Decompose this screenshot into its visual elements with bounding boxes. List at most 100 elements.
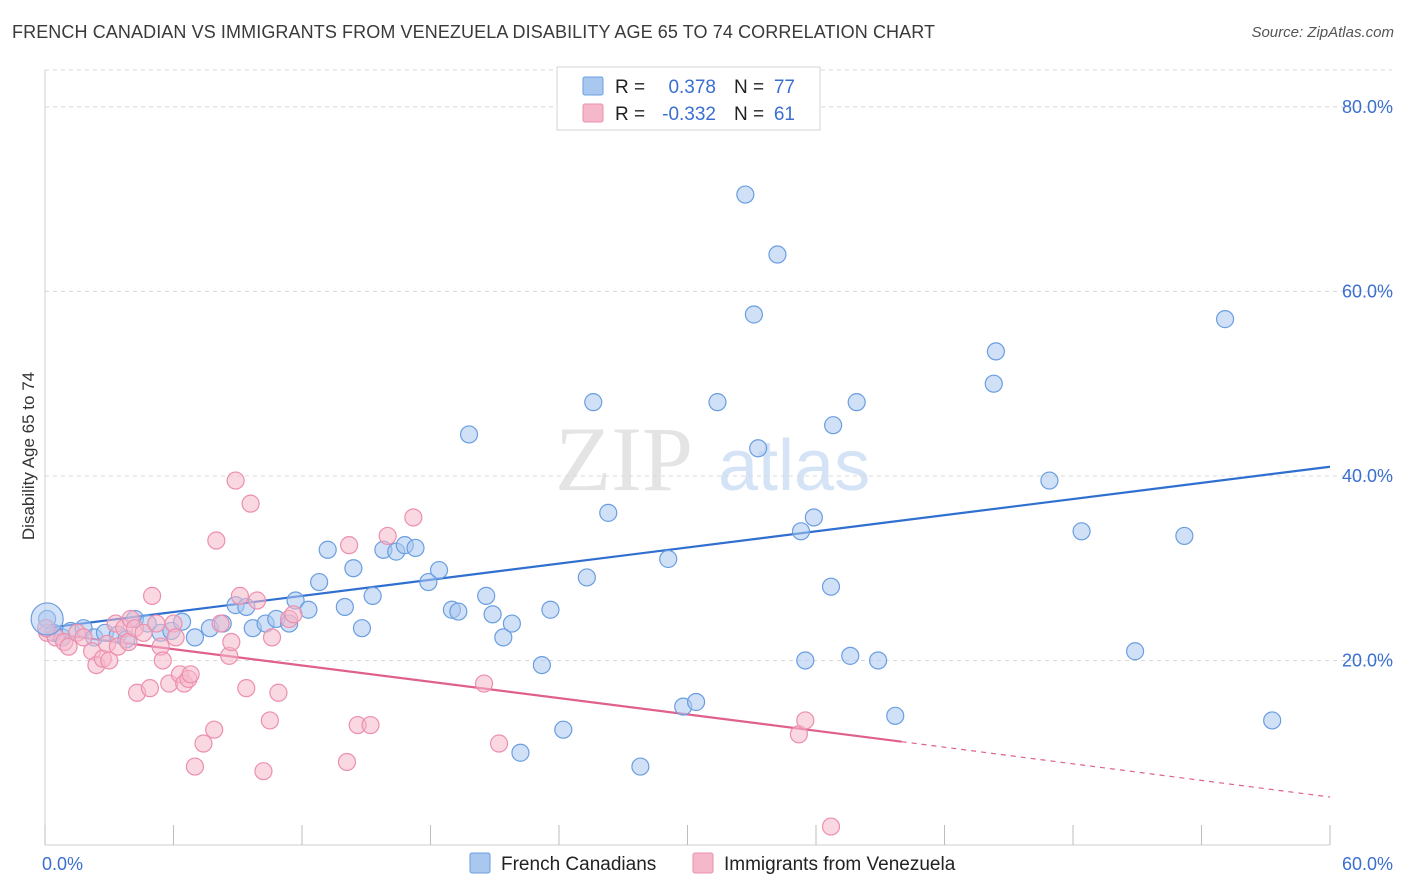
y-axis-title: Disability Age 65 to 74 <box>19 372 38 540</box>
legend-swatch-pink <box>582 103 604 123</box>
point-venezuela <box>262 628 282 647</box>
bottom-legend-swatch-blue <box>469 852 491 874</box>
source-label: Source: ZipAtlas.com <box>1251 24 1394 41</box>
trend-line-venezuela <box>44 631 902 743</box>
point-french-canadian <box>736 185 755 204</box>
legend-swatch-blue <box>582 76 604 96</box>
point-venezuela <box>260 711 279 730</box>
legend-box: R = 0.378 N = 77 R = -0.332 N = 61 <box>556 66 821 131</box>
point-venezuela <box>74 628 93 647</box>
point-venezuela <box>474 674 494 693</box>
point-venezuela <box>404 508 423 527</box>
point-french-canadian <box>986 342 1006 361</box>
legend-r-label-1: R = <box>615 77 645 98</box>
point-french-canadian <box>1215 310 1235 329</box>
point-venezuela <box>241 494 260 513</box>
point-venezuela <box>361 715 380 735</box>
point-french-canadian <box>686 692 706 712</box>
point-french-canadian <box>659 549 678 569</box>
axes <box>44 70 1331 846</box>
point-french-canadian <box>310 572 329 592</box>
point-french-canadian <box>449 602 468 621</box>
point-french-canadian <box>318 540 337 559</box>
point-venezuela <box>140 679 160 698</box>
bottom-legend: French Canadians Immigrants from Venezue… <box>469 852 956 875</box>
point-venezuela <box>207 531 226 550</box>
point-french-canadian <box>984 374 1003 393</box>
point-venezuela <box>181 665 200 684</box>
point-french-canadian <box>749 439 768 458</box>
point-french-canadian <box>744 305 763 324</box>
point-french-canadian <box>363 586 382 605</box>
point-french-canadian <box>869 651 888 670</box>
trend-lines <box>44 465 1331 798</box>
point-venezuela <box>222 632 241 652</box>
bottom-legend-label-2: Immigrants from Venezuela <box>724 854 956 875</box>
point-french-canadian <box>406 538 425 558</box>
point-french-canadian <box>584 393 603 412</box>
point-french-canadian <box>494 628 513 647</box>
gridlines <box>45 69 1392 661</box>
point-venezuela <box>378 526 397 546</box>
watermark-atlas: atlas <box>718 426 870 506</box>
y-tick-label: 40.0% <box>1342 466 1393 486</box>
point-french-canadian <box>791 522 811 541</box>
trend-line-venezuela-extension <box>901 741 1331 798</box>
point-french-canadian <box>335 597 354 617</box>
point-french-canadian <box>459 425 479 444</box>
point-french-canadian <box>352 619 372 638</box>
point-venezuela <box>237 679 256 698</box>
point-venezuela <box>185 757 205 776</box>
point-venezuela <box>194 734 213 753</box>
point-french-canadian <box>502 614 521 633</box>
point-venezuela <box>254 762 273 781</box>
point-french-canadian <box>532 655 551 675</box>
point-french-canadian <box>185 628 205 647</box>
point-french-canadian <box>824 416 843 435</box>
point-venezuela <box>821 817 841 836</box>
y-tick-label: 60.0% <box>1342 281 1393 301</box>
point-venezuela <box>153 651 172 670</box>
point-venezuela <box>796 711 815 730</box>
x-tick-label: 60.0% <box>1342 854 1393 874</box>
point-french-canadian <box>1175 526 1194 546</box>
bottom-legend-swatch-pink <box>692 852 714 874</box>
x-tick-label: 0.0% <box>42 854 83 874</box>
point-venezuela <box>59 637 78 656</box>
point-venezuela <box>166 628 185 647</box>
point-french-canadian <box>419 572 438 592</box>
legend-r-value-2: -0.332 <box>662 104 716 125</box>
point-french-canadian <box>631 757 650 776</box>
point-french-canadian <box>841 646 860 665</box>
chart-title: FRENCH CANADIAN VS IMMIGRANTS FROM VENEZ… <box>12 22 936 42</box>
point-venezuela <box>489 734 509 753</box>
point-french-canadian <box>554 720 573 739</box>
point-venezuela <box>211 614 230 633</box>
legend-n-label-2: N = <box>734 104 764 125</box>
point-french-canadian <box>429 560 449 580</box>
legend-n-label-1: N = <box>734 77 764 98</box>
point-venezuela <box>269 683 288 702</box>
point-french-canadian <box>483 605 502 624</box>
legend-r-value-1: 0.378 <box>668 77 716 98</box>
point-venezuela <box>134 623 153 642</box>
point-french-canadian <box>847 393 866 412</box>
point-venezuela <box>284 605 303 624</box>
point-venezuela <box>247 591 267 610</box>
point-french-canadian <box>1263 711 1282 730</box>
watermark-zip: ZIP <box>555 408 693 510</box>
point-venezuela <box>230 586 249 605</box>
y-tick-label: 80.0% <box>1342 97 1393 117</box>
point-french-canadian <box>30 602 64 636</box>
legend-n-value-1: 77 <box>774 77 795 98</box>
point-french-canadian <box>768 245 787 264</box>
point-french-canadian <box>577 568 596 587</box>
bottom-legend-label-1: French Canadians <box>501 854 656 875</box>
point-french-canadian <box>804 508 823 527</box>
point-french-canadian <box>1040 471 1059 490</box>
point-french-canadian <box>821 577 841 596</box>
legend-r-label-2: R = <box>615 104 645 125</box>
data-points <box>30 185 1282 836</box>
point-venezuela <box>142 586 162 605</box>
